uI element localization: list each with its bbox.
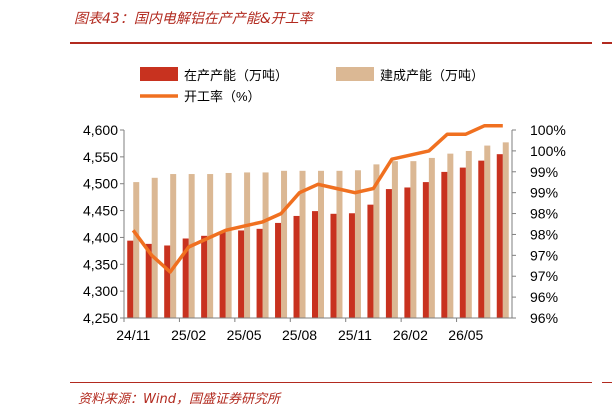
bar-capacity-built — [318, 170, 324, 318]
bar-capacity-built — [133, 182, 140, 318]
chart-legend: 在产产能（万吨） 建成产能（万吨） 开工率（%） — [140, 67, 484, 104]
x-tick-label: 25/08 — [282, 327, 317, 343]
bar-capacity-operating — [127, 240, 134, 318]
bar-capacity-built — [225, 172, 232, 318]
bar-capacity-operating — [256, 228, 263, 318]
line-operating-rate — [131, 124, 503, 274]
bar-capacity-built — [170, 174, 177, 318]
x-tick-label: 26/02 — [393, 327, 428, 343]
bar-capacity-operating — [145, 243, 152, 318]
bar-capacity-operating — [219, 232, 226, 318]
x-tick-label: 24/11 — [116, 327, 150, 343]
y-right-tick-label: 98% — [530, 226, 558, 242]
bar-capacity-operating — [385, 189, 392, 318]
y-right-tick-label: 99% — [530, 164, 558, 180]
bar-capacity-operating — [478, 160, 485, 318]
bar-capacity-operating — [496, 154, 503, 318]
bar-capacity-operating — [367, 204, 374, 318]
y-left-tick-label: 4,500 — [83, 176, 118, 192]
bar-capacity-operating — [441, 171, 448, 318]
bar-capacity-operating — [201, 235, 208, 318]
y-left-tick-label: 4,600 — [83, 122, 118, 138]
y-left-tick-label: 4,250 — [83, 310, 118, 326]
legend-label-capacity-built: 建成产能（万吨） — [380, 68, 484, 83]
bar-capacity-built — [354, 170, 361, 318]
bar-capacity-built — [207, 174, 214, 318]
title-rule-right — [602, 42, 612, 44]
bar-capacity-built — [484, 145, 491, 318]
bar-capacity-built — [336, 170, 343, 318]
y-left-tick-label: 4,450 — [83, 203, 118, 219]
bar-capacity-operating — [238, 230, 245, 318]
x-tick-label: 25/02 — [171, 327, 206, 343]
bar-capacity-operating — [312, 211, 318, 318]
plot-area: 4,250 4,300 4,350 4,400 4,450 4,500 4,550 4,600… — [83, 122, 566, 343]
bar-capacity-built — [447, 153, 454, 318]
bar-capacity-built — [151, 177, 158, 318]
legend-label-capacity-operating: 在产产能（万吨） — [184, 68, 288, 83]
y-right-tick-label: 97% — [530, 247, 558, 263]
y-right-tick-label: 97% — [530, 268, 558, 284]
bar-capacity-operating — [422, 182, 429, 318]
source-rule — [70, 382, 592, 383]
bar-capacity-operating — [293, 215, 300, 318]
source-note: 资料来源：Wind，国盛证券研究所 — [78, 392, 280, 407]
figure-title: 图表43：国内电解铝在产产能&开工率 — [74, 11, 313, 27]
bar-capacity-built — [262, 172, 269, 318]
y-right-tick-label: 99% — [530, 185, 558, 201]
y-left-tick-label: 4,350 — [83, 256, 118, 272]
y-left-tick-label: 4,300 — [83, 283, 118, 299]
bar-capacity-built — [391, 161, 398, 318]
bar-capacity-operating — [182, 238, 189, 318]
bar-capacity-operating — [164, 245, 171, 318]
x-tick-label: 25/05 — [227, 327, 262, 343]
x-tick-label: 25/11 — [338, 327, 372, 343]
y-right-tick-label: 96% — [530, 310, 558, 326]
x-tick-label: 26/05 — [448, 327, 483, 343]
y-right-tick-label: 100% — [530, 143, 566, 159]
bar-capacity-operating — [275, 222, 282, 318]
bar-capacity-built — [244, 172, 251, 318]
bar-capacity-built — [373, 164, 380, 318]
title-rule — [70, 42, 592, 44]
bar-capacity-built — [428, 157, 435, 318]
y-left-tick-label: 4,550 — [83, 149, 118, 165]
y-right-tick-label: 98% — [530, 206, 558, 222]
bar-capacity-operating — [459, 167, 466, 318]
bar-capacity-built — [410, 161, 417, 318]
bar-capacity-built — [465, 150, 472, 318]
source-rule-right — [602, 382, 612, 383]
bar-capacity-operating — [348, 213, 355, 318]
bar-capacity-built — [299, 170, 306, 318]
y-right-tick-label: 96% — [530, 289, 558, 305]
y-right-tick-label: 100% — [530, 122, 566, 138]
bar-capacity-operating — [330, 213, 337, 318]
legend-swatch-capacity-built — [336, 67, 374, 81]
bar-capacity-built — [281, 170, 288, 318]
bar-capacity-operating — [404, 187, 411, 318]
y-left-tick-label: 4,400 — [83, 229, 118, 245]
legend-swatch-capacity-operating — [140, 67, 178, 81]
legend-label-rate: 开工率（%） — [184, 89, 261, 104]
bar-capacity-built — [502, 142, 509, 318]
